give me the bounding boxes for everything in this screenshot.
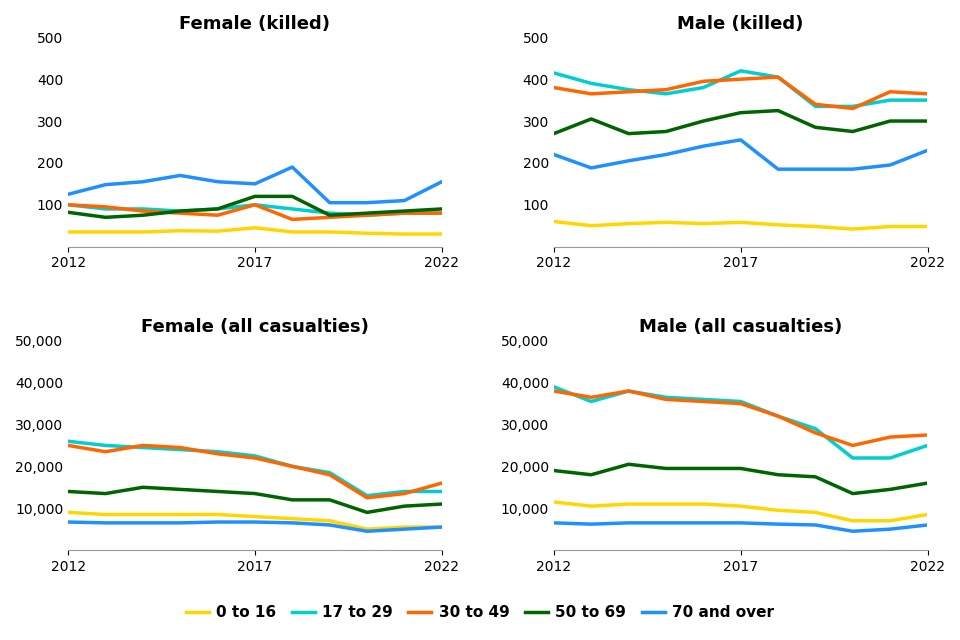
Legend: 0 to 16, 17 to 29, 30 to 49, 50 to 69, 70 and over: 0 to 16, 17 to 29, 30 to 49, 50 to 69, 7…: [180, 599, 780, 626]
Title: Female (all casualties): Female (all casualties): [141, 319, 369, 337]
Title: Male (all casualties): Male (all casualties): [639, 319, 842, 337]
Title: Male (killed): Male (killed): [678, 15, 804, 33]
Title: Female (killed): Female (killed): [180, 15, 330, 33]
